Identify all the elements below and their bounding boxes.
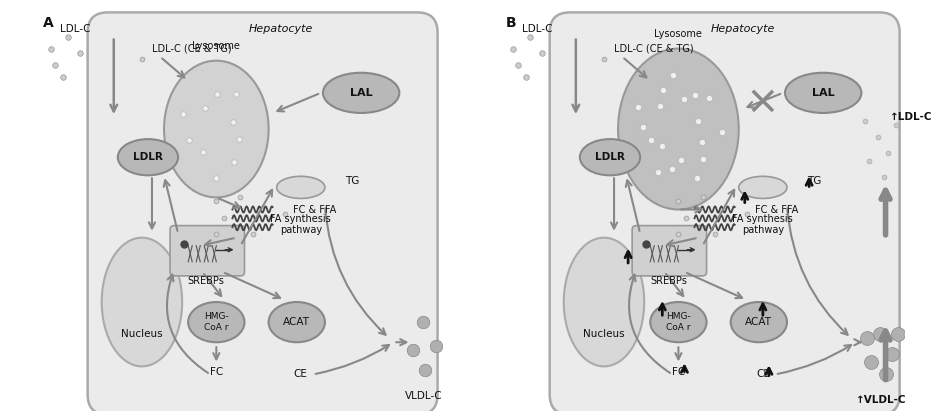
Text: ↑VLDL-C: ↑VLDL-C bbox=[856, 395, 907, 404]
Ellipse shape bbox=[323, 73, 399, 113]
Text: CE: CE bbox=[294, 370, 307, 380]
Text: ACAT: ACAT bbox=[283, 317, 310, 327]
Text: FC & FFA: FC & FFA bbox=[292, 204, 336, 215]
Text: Nucleus: Nucleus bbox=[121, 329, 163, 339]
Text: Lysosome: Lysosome bbox=[192, 41, 240, 51]
Text: SREBPs: SREBPs bbox=[188, 276, 224, 286]
Ellipse shape bbox=[189, 302, 244, 342]
Ellipse shape bbox=[269, 302, 325, 342]
Text: LAL: LAL bbox=[812, 88, 835, 98]
Text: SREBPs: SREBPs bbox=[650, 276, 687, 286]
Text: LDL-C: LDL-C bbox=[60, 24, 91, 34]
Text: A: A bbox=[43, 16, 54, 31]
Text: LDL-C (CE & TG): LDL-C (CE & TG) bbox=[615, 44, 694, 54]
Text: HMG-
CoA r: HMG- CoA r bbox=[666, 313, 691, 332]
Ellipse shape bbox=[564, 238, 644, 366]
Text: ↑LDL-C: ↑LDL-C bbox=[889, 112, 932, 122]
Ellipse shape bbox=[738, 176, 787, 199]
Ellipse shape bbox=[276, 176, 325, 199]
Text: Lysosome: Lysosome bbox=[654, 28, 703, 39]
Text: LDL-C: LDL-C bbox=[522, 24, 553, 34]
Ellipse shape bbox=[785, 73, 861, 113]
Text: FA synthesis
pathway: FA synthesis pathway bbox=[733, 214, 793, 235]
Text: TG: TG bbox=[807, 176, 821, 186]
Ellipse shape bbox=[731, 302, 787, 342]
Text: LDLR: LDLR bbox=[133, 152, 163, 162]
Text: Nucleus: Nucleus bbox=[583, 329, 625, 339]
Text: TG: TG bbox=[345, 176, 359, 186]
Text: FC: FC bbox=[671, 367, 685, 378]
Text: VLDL-C: VLDL-C bbox=[405, 391, 442, 401]
Text: FA synthesis
pathway: FA synthesis pathway bbox=[271, 214, 331, 235]
Text: CE: CE bbox=[756, 370, 769, 380]
FancyBboxPatch shape bbox=[88, 13, 438, 415]
Text: Hepatocyte: Hepatocyte bbox=[249, 24, 313, 34]
Ellipse shape bbox=[164, 61, 269, 197]
Ellipse shape bbox=[118, 139, 178, 175]
Text: B: B bbox=[505, 16, 516, 31]
Ellipse shape bbox=[651, 302, 706, 342]
Text: Hepatocyte: Hepatocyte bbox=[711, 24, 775, 34]
Text: LDLR: LDLR bbox=[595, 152, 625, 162]
Ellipse shape bbox=[580, 139, 640, 175]
Ellipse shape bbox=[102, 238, 182, 366]
Ellipse shape bbox=[618, 49, 738, 210]
Text: FC: FC bbox=[209, 367, 223, 378]
Text: HMG-
CoA r: HMG- CoA r bbox=[204, 313, 229, 332]
FancyBboxPatch shape bbox=[550, 13, 900, 415]
Text: ACAT: ACAT bbox=[745, 317, 772, 327]
FancyBboxPatch shape bbox=[632, 225, 706, 276]
Text: LAL: LAL bbox=[350, 88, 372, 98]
Text: LDL-C (CE & TG): LDL-C (CE & TG) bbox=[153, 44, 232, 54]
Text: FC & FFA: FC & FFA bbox=[754, 204, 798, 215]
FancyBboxPatch shape bbox=[170, 225, 244, 276]
